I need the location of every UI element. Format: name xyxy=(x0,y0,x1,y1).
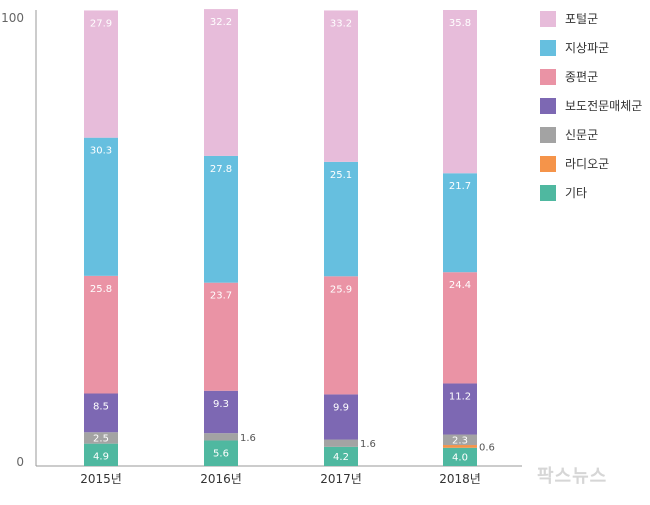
bar-segment xyxy=(324,276,358,395)
bar-value-label: 0.6 xyxy=(479,442,495,453)
x-ticks-group: 2015년 2016년 2017년 2018년 xyxy=(80,472,481,486)
bar-value-label: 27.9 xyxy=(90,18,112,29)
legend-item: 지상파군 xyxy=(540,33,642,62)
bar-value-label: 32.2 xyxy=(210,17,232,28)
bar-segment xyxy=(204,440,238,466)
legend-label: 기타 xyxy=(565,186,588,200)
bar-segment xyxy=(204,390,238,434)
bar-value-label: 33.2 xyxy=(330,18,352,29)
bar-value-label: 4.0 xyxy=(452,452,468,463)
bar-segment xyxy=(84,443,118,466)
bar-segment xyxy=(443,447,477,466)
x-tick-label: 2015년 xyxy=(80,472,122,486)
legend-label: 신문군 xyxy=(565,128,599,142)
legend-item: 보도전문매체군 xyxy=(540,91,642,120)
bar-segment xyxy=(443,434,477,446)
bar-segment xyxy=(324,446,358,466)
bar-value-label: 25.8 xyxy=(90,284,112,295)
bar-value-label: 27.8 xyxy=(210,164,232,175)
bar-value-label: 4.2 xyxy=(333,452,349,463)
bar-value-label: 30.3 xyxy=(90,146,112,157)
bar-value-label: 24.4 xyxy=(449,280,471,291)
y-tick-label: 0 xyxy=(16,455,24,469)
bar-segment xyxy=(204,155,238,283)
bar-segment xyxy=(324,161,358,277)
bar-value-label: 1.6 xyxy=(240,433,256,444)
legend-label: 지상파군 xyxy=(565,41,610,55)
bar-segment xyxy=(443,383,477,435)
bar-value-label: 9.3 xyxy=(213,399,229,410)
bar-value-label: 2.3 xyxy=(452,435,468,446)
y-tick-label: 100 xyxy=(1,11,24,25)
bar-segment xyxy=(443,173,477,273)
legend-swatch xyxy=(540,184,556,201)
legend-item: 종편군 xyxy=(540,62,642,91)
bar-value-label: 5.6 xyxy=(213,448,229,459)
bar-segment xyxy=(204,282,238,391)
bar-segment xyxy=(324,394,358,440)
y-ticks-group: 0 100 xyxy=(1,11,24,469)
legend-label: 포털군 xyxy=(565,12,599,26)
bar-value-label: 23.7 xyxy=(210,291,232,302)
legend-swatch xyxy=(540,68,556,85)
bar-value-label: 9.9 xyxy=(333,402,349,413)
legend-label: 종편군 xyxy=(565,70,599,84)
legend-item: 포털군 xyxy=(540,4,642,33)
legend-swatch xyxy=(540,10,556,27)
bar-value-label: 25.9 xyxy=(330,284,352,295)
bar-segment xyxy=(84,432,118,444)
bar-value-label: 11.2 xyxy=(449,391,471,402)
bar-value-label: 2.5 xyxy=(93,433,109,444)
x-tick-label: 2017년 xyxy=(320,472,362,486)
bar-segment xyxy=(84,137,118,276)
bar-value-label: 1.6 xyxy=(360,439,376,450)
bar-segment xyxy=(204,9,238,156)
x-tick-label: 2016년 xyxy=(200,472,242,486)
bar-value-label: 25.1 xyxy=(330,170,352,181)
x-tick-label: 2018년 xyxy=(439,472,481,486)
bar-segment xyxy=(84,393,118,433)
watermark-logo: 팍스뉴스 xyxy=(537,466,608,487)
bar-segment xyxy=(204,433,238,441)
bar-segment xyxy=(84,10,118,138)
bar-value-label: 35.8 xyxy=(449,18,471,29)
legend-label: 라디오군 xyxy=(565,157,610,171)
legend-item: 라디오군 xyxy=(540,149,642,178)
legend-swatch xyxy=(540,126,556,143)
bar-segment xyxy=(443,272,477,384)
bar-value-label: 8.5 xyxy=(93,401,109,412)
bar-segment xyxy=(84,275,118,394)
bar-segment xyxy=(443,10,477,174)
legend-label: 보도전문매체군 xyxy=(565,99,643,113)
legend-item: 기타 xyxy=(540,178,642,207)
bar-segment xyxy=(324,10,358,162)
legend-swatch xyxy=(540,97,556,114)
legend-item: 신문군 xyxy=(540,120,642,149)
bar-segment xyxy=(324,439,358,447)
bar-value-label: 4.9 xyxy=(93,452,109,463)
bar-segment xyxy=(443,445,477,448)
bar-value-label: 21.7 xyxy=(449,181,471,192)
bars-group: 4.9 2.5 8.5 25.8 30.3 27.9 5.6 1.6 9.3 23.7 27.8 32… xyxy=(84,9,495,466)
legend-swatch xyxy=(540,155,556,172)
legend-swatch xyxy=(540,39,556,56)
